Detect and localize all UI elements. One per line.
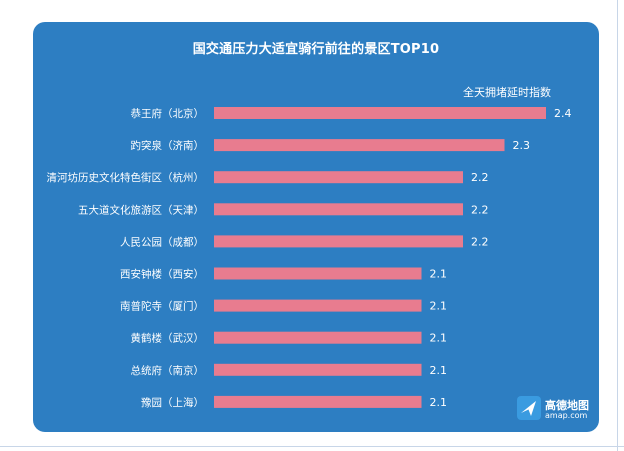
category-label: 南普陀寺（厦门） <box>120 300 204 313</box>
value-label: 2.1 <box>430 300 448 313</box>
value-label: 2.1 <box>430 332 448 345</box>
category-label: 清河坊历史文化特色街区（杭州） <box>47 171 205 184</box>
bar <box>214 107 546 119</box>
category-label: 总统府（南京） <box>131 364 205 377</box>
frame-border-right <box>617 0 618 451</box>
bar <box>214 299 422 312</box>
value-label: 2.4 <box>554 107 572 120</box>
value-label: 2.2 <box>471 235 489 248</box>
value-label: 2.1 <box>430 268 448 281</box>
category-label: 五大道文化旅游区（天津） <box>78 203 204 216</box>
category-label: 人民公园（成都） <box>120 236 204 248</box>
value-label: 2.1 <box>430 396 448 409</box>
value-label: 2.3 <box>513 139 531 152</box>
bar <box>214 267 422 280</box>
legend-label: 全天拥堵延时指数 <box>463 86 551 99</box>
category-label: 西安钟楼（西安） <box>120 268 204 281</box>
value-label: 2.1 <box>430 364 448 377</box>
category-label: 趵突泉（济南） <box>131 139 205 152</box>
bar <box>214 395 422 408</box>
category-label: 恭王府（北京） <box>131 107 205 120</box>
amap-logo-name: 高德地图 <box>545 399 589 412</box>
bar-chart: 恭王府（北京） 2.4 趵突泉（济南） 2.3 清河坊历史文化特色街区（杭州） 2.2 五大… <box>47 107 572 409</box>
chart-title: 国交通压力大适宜骑行前往的景区TOP10 <box>192 42 440 57</box>
bar <box>214 331 422 344</box>
bar <box>214 171 463 184</box>
category-label: 黄鹤楼（武汉） <box>131 332 205 345</box>
bar <box>214 139 505 152</box>
frame-border-bottom <box>0 446 624 447</box>
bar <box>214 363 422 376</box>
chart-panel: 国交通压力大适宜骑行前往的景区TOP10 全天拥堵延时指数 恭王府（北京） 2.4… <box>33 22 599 432</box>
category-label: 豫园（上海） <box>141 396 204 409</box>
bar <box>214 235 463 248</box>
value-label: 2.2 <box>471 171 489 184</box>
value-label: 2.2 <box>471 203 489 216</box>
amap-logo: 高德地图 amap.com <box>517 396 595 424</box>
amap-logo-icon <box>517 396 541 420</box>
amap-logo-site: amap.com <box>545 411 588 420</box>
bar <box>214 203 463 216</box>
